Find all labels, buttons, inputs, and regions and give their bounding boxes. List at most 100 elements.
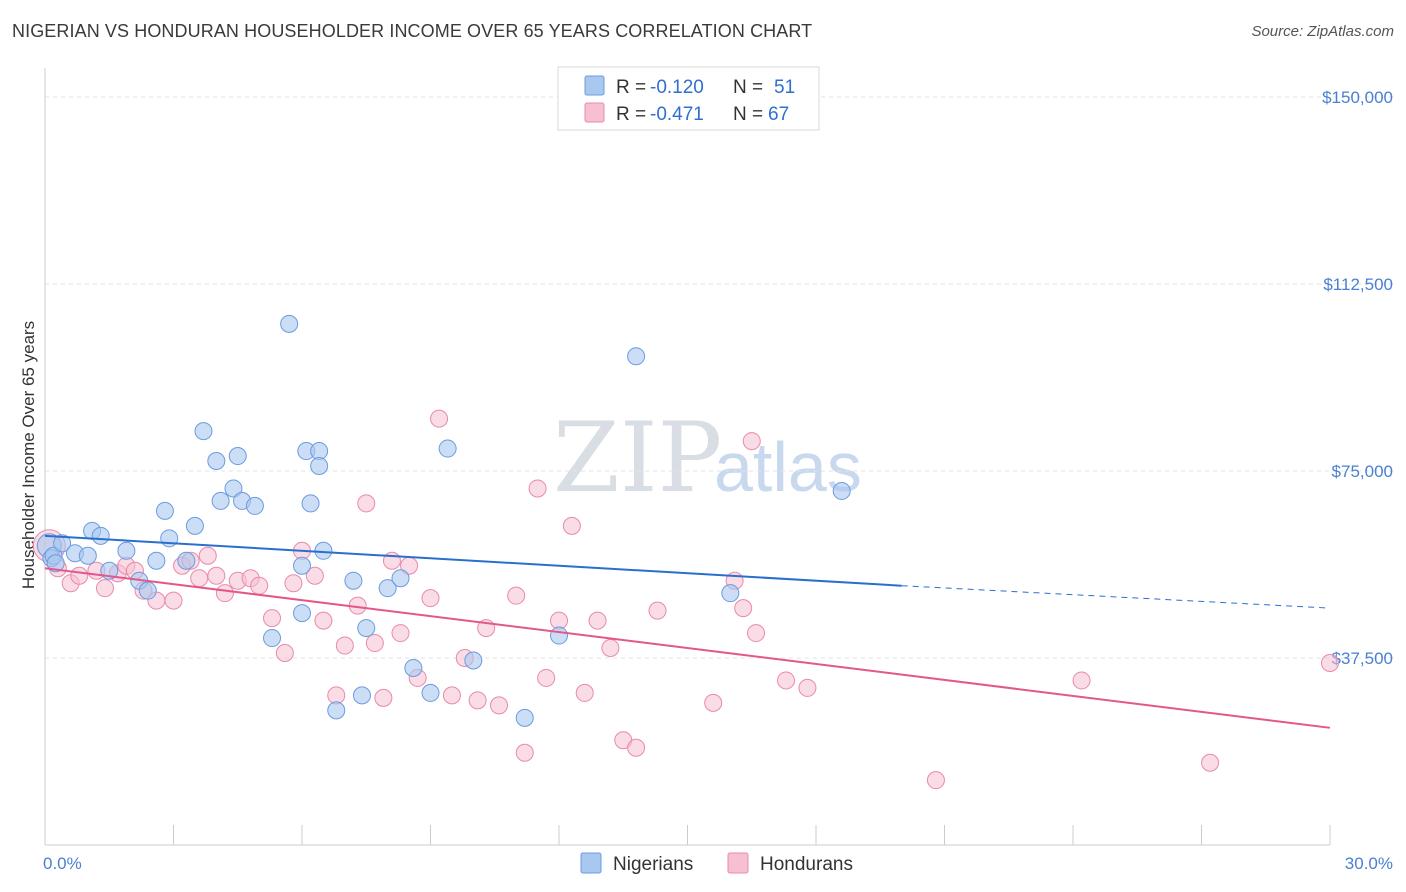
chart-title: NIGERIAN VS HONDURAN HOUSEHOLDER INCOME …	[12, 21, 813, 41]
honduran-point	[365, 634, 384, 653]
y-tick-label-3: $37,500	[1332, 649, 1393, 668]
honduran-point	[215, 584, 234, 603]
honduran-point	[627, 738, 646, 757]
honduran-point	[305, 566, 324, 585]
nigerian-point	[310, 457, 329, 476]
legend-swatch-nigerians	[584, 75, 605, 96]
honduran-point	[562, 516, 581, 535]
nigerian-point	[464, 651, 483, 670]
honduran-point	[335, 636, 354, 655]
nigerian-point	[515, 708, 534, 727]
correlation-legend: R = -0.120 N = 51 R = -0.471 N = 67	[557, 66, 820, 131]
honduran-point	[263, 609, 282, 628]
honduran-point	[374, 688, 393, 707]
nigerian-point	[78, 546, 97, 565]
honduran-point	[250, 576, 269, 595]
nigerian-point	[147, 551, 166, 570]
honduran-point	[327, 686, 346, 705]
nigerian-point	[438, 439, 457, 458]
honduran-point	[357, 494, 376, 513]
honduran-point	[777, 671, 796, 690]
nigerian-point	[138, 581, 157, 600]
honduran-point	[430, 409, 449, 428]
honduran-point	[442, 686, 461, 705]
honduran-point	[528, 479, 547, 498]
honduran-point	[391, 624, 410, 643]
nigerian-point	[293, 556, 311, 575]
nigerian-point	[117, 541, 136, 560]
legend-label-nigerians: Nigerians	[613, 854, 693, 875]
chart-source: Source: ZipAtlas.com	[1251, 23, 1394, 40]
axes	[44, 68, 1331, 846]
y-tick-label-0: $150,000	[1322, 88, 1393, 107]
nigerian-point	[194, 422, 213, 441]
legend-n-value-2: 67	[768, 104, 789, 125]
honduran-point	[515, 743, 534, 762]
nigerian-point	[245, 496, 264, 515]
honduran-point	[742, 432, 761, 451]
legend-label-hondurans: Hondurans	[760, 854, 853, 875]
x-tick-labels: 0.0% 30.0%	[43, 854, 1393, 873]
legend-r-value-1: -0.120	[650, 77, 704, 98]
legend-r-label-1: R =	[616, 77, 646, 98]
nigerian-point	[310, 442, 329, 461]
legend-n-label-2: N =	[733, 104, 763, 125]
nigerian-point	[263, 629, 282, 648]
legend-n-label-1: N =	[733, 77, 763, 98]
nigerian-point	[224, 479, 243, 498]
legend-swatch-hondurans-bottom	[727, 852, 749, 874]
trend-lines	[44, 534, 1331, 729]
honduran-point	[207, 566, 226, 585]
nigerian-point	[344, 571, 363, 590]
nigerian-point	[211, 491, 230, 510]
honduran-point	[507, 586, 526, 605]
nigerian-point	[301, 494, 320, 513]
honduran-point	[588, 611, 607, 630]
honduran-point	[601, 639, 620, 658]
nigerian-point	[357, 619, 376, 638]
watermark-zip: ZIP	[553, 402, 722, 514]
y-tick-label-2: $75,000	[1332, 462, 1393, 481]
honduran-point	[734, 599, 753, 618]
nigerian-point	[327, 701, 346, 720]
legend-swatch-hondurans	[584, 102, 605, 123]
legend-swatch-nigerians-bottom	[580, 852, 602, 874]
honduran-point	[704, 693, 723, 712]
honduran-point	[284, 574, 303, 593]
nigerian-point	[627, 347, 646, 366]
y-tick-labels: $150,000 $112,500 $75,000 $37,500	[1322, 88, 1393, 668]
x-tick-label-0: 0.0%	[43, 854, 82, 873]
series-legend: Nigerians Hondurans	[580, 852, 853, 875]
legend-n-value-1: 51	[774, 77, 795, 98]
nigerian-point	[155, 501, 174, 520]
honduran-point	[747, 624, 766, 643]
honduran-point	[648, 601, 667, 620]
nigerians-trend-extension	[901, 585, 1331, 609]
honduran-point	[164, 591, 183, 610]
honduran-point	[468, 691, 487, 710]
nigerian-point	[53, 534, 72, 553]
honduran-point	[314, 611, 333, 630]
y-tick-label-1: $112,500	[1323, 275, 1393, 294]
legend-r-label-2: R =	[616, 104, 646, 125]
honduran-point	[537, 668, 556, 687]
nigerian-point	[378, 579, 397, 598]
nigerian-point	[721, 584, 740, 603]
nigerian-point	[185, 516, 204, 535]
nigerian-point	[293, 604, 311, 623]
legend-r-value-2: -0.471	[650, 104, 704, 125]
nigerian-point	[46, 554, 65, 573]
nigerian-point	[228, 447, 247, 466]
nigerian-point	[391, 569, 410, 588]
honduran-point	[70, 566, 89, 585]
x-tick-label-1: 30.0%	[1345, 854, 1393, 873]
nigerian-point	[177, 551, 196, 570]
y-axis-label: Householder Income Over 65 years	[19, 321, 38, 589]
honduran-point	[1321, 653, 1339, 672]
honduran-point	[421, 589, 440, 608]
nigerian-point	[550, 626, 568, 645]
honduran-point	[1072, 671, 1091, 690]
nigerian-point	[404, 658, 423, 677]
honduran-point	[798, 678, 817, 697]
